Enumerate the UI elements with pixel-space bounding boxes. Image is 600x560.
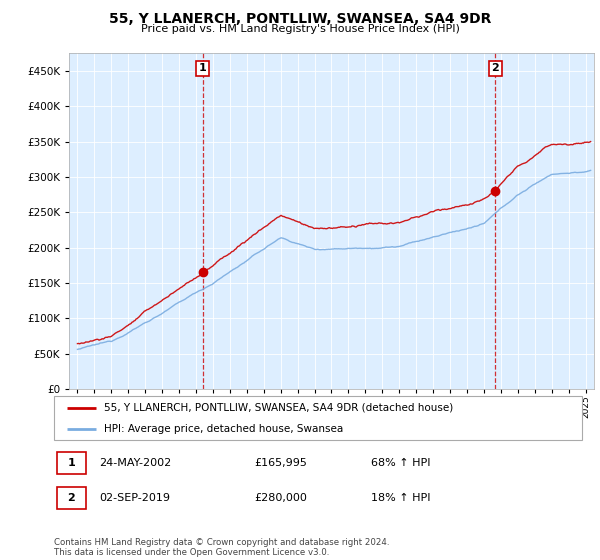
Text: 2: 2 bbox=[491, 63, 499, 73]
Text: Price paid vs. HM Land Registry's House Price Index (HPI): Price paid vs. HM Land Registry's House … bbox=[140, 24, 460, 34]
Text: £280,000: £280,000 bbox=[254, 493, 308, 503]
FancyBboxPatch shape bbox=[54, 396, 582, 440]
Text: 24-MAY-2002: 24-MAY-2002 bbox=[99, 459, 171, 468]
Text: 18% ↑ HPI: 18% ↑ HPI bbox=[371, 493, 430, 503]
Text: 1: 1 bbox=[199, 63, 206, 73]
Text: 2: 2 bbox=[67, 493, 75, 503]
Text: 1: 1 bbox=[67, 459, 75, 468]
Text: 02-SEP-2019: 02-SEP-2019 bbox=[99, 493, 170, 503]
Text: Contains HM Land Registry data © Crown copyright and database right 2024.
This d: Contains HM Land Registry data © Crown c… bbox=[54, 538, 389, 557]
Text: 68% ↑ HPI: 68% ↑ HPI bbox=[371, 459, 430, 468]
FancyBboxPatch shape bbox=[56, 452, 86, 474]
FancyBboxPatch shape bbox=[56, 487, 86, 508]
Text: 55, Y LLANERCH, PONTLLIW, SWANSEA, SA4 9DR (detached house): 55, Y LLANERCH, PONTLLIW, SWANSEA, SA4 9… bbox=[104, 403, 454, 413]
Text: 55, Y LLANERCH, PONTLLIW, SWANSEA, SA4 9DR: 55, Y LLANERCH, PONTLLIW, SWANSEA, SA4 9… bbox=[109, 12, 491, 26]
Text: HPI: Average price, detached house, Swansea: HPI: Average price, detached house, Swan… bbox=[104, 424, 343, 433]
Text: £165,995: £165,995 bbox=[254, 459, 308, 468]
